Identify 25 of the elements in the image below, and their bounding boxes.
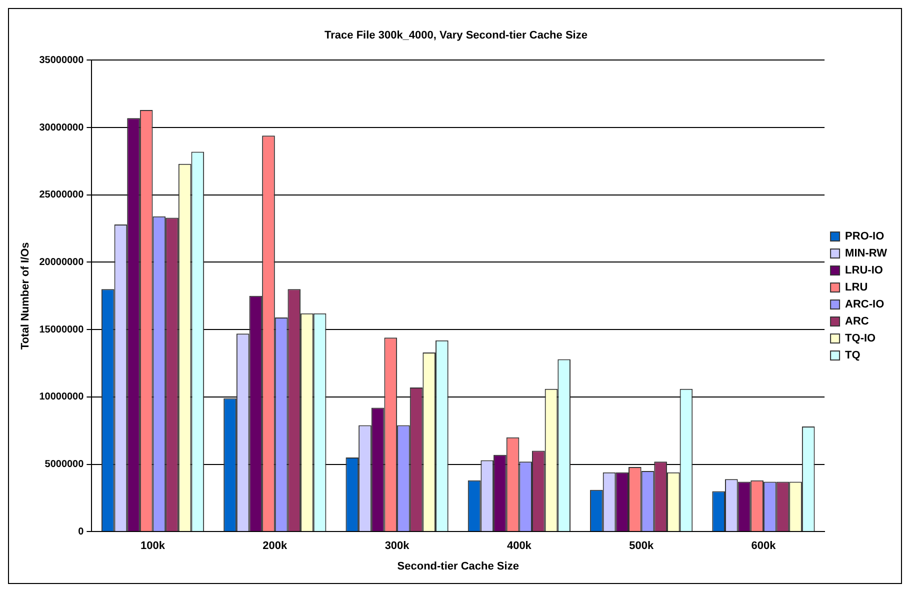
y-tick-label: 10000000 [39,392,84,403]
x-tick-label: 200k [262,540,288,552]
y-tick-label: 25000000 [39,190,84,201]
legend-label: LRU-IO [845,264,884,277]
legend-label: TQ [845,350,861,362]
y-tick-label: 20000000 [39,256,84,268]
legend-label: ARC [845,316,869,328]
y-tick-label: 30000000 [39,122,84,134]
y-tick-label: 0 [78,526,84,538]
y-tick-label: 5000000 [44,459,84,470]
y-axis-title: Total Number of I/Os [20,242,32,350]
x-axis-title: Second-tier Cache Size [397,560,519,572]
y-tick-label: 15000000 [39,324,84,336]
legend-label: PRO-IO [845,230,885,243]
y-tick-label: 35000000 [39,54,84,66]
legend-label: ARC-IO [845,298,885,311]
x-tick-label: 300k [384,540,410,552]
x-tick-label: 600k [751,540,777,552]
chart-title: Trace File 300k_4000, Vary Second-tier Cache Size [324,30,588,42]
x-tick-label: 100k [140,540,166,552]
legend-label: TQ-IO [845,332,876,345]
x-tick-label: 500k [629,540,654,552]
legend-label: MIN-RW [845,248,888,260]
legend-label: LRU [845,282,868,294]
x-tick-label: 400k [506,540,532,552]
